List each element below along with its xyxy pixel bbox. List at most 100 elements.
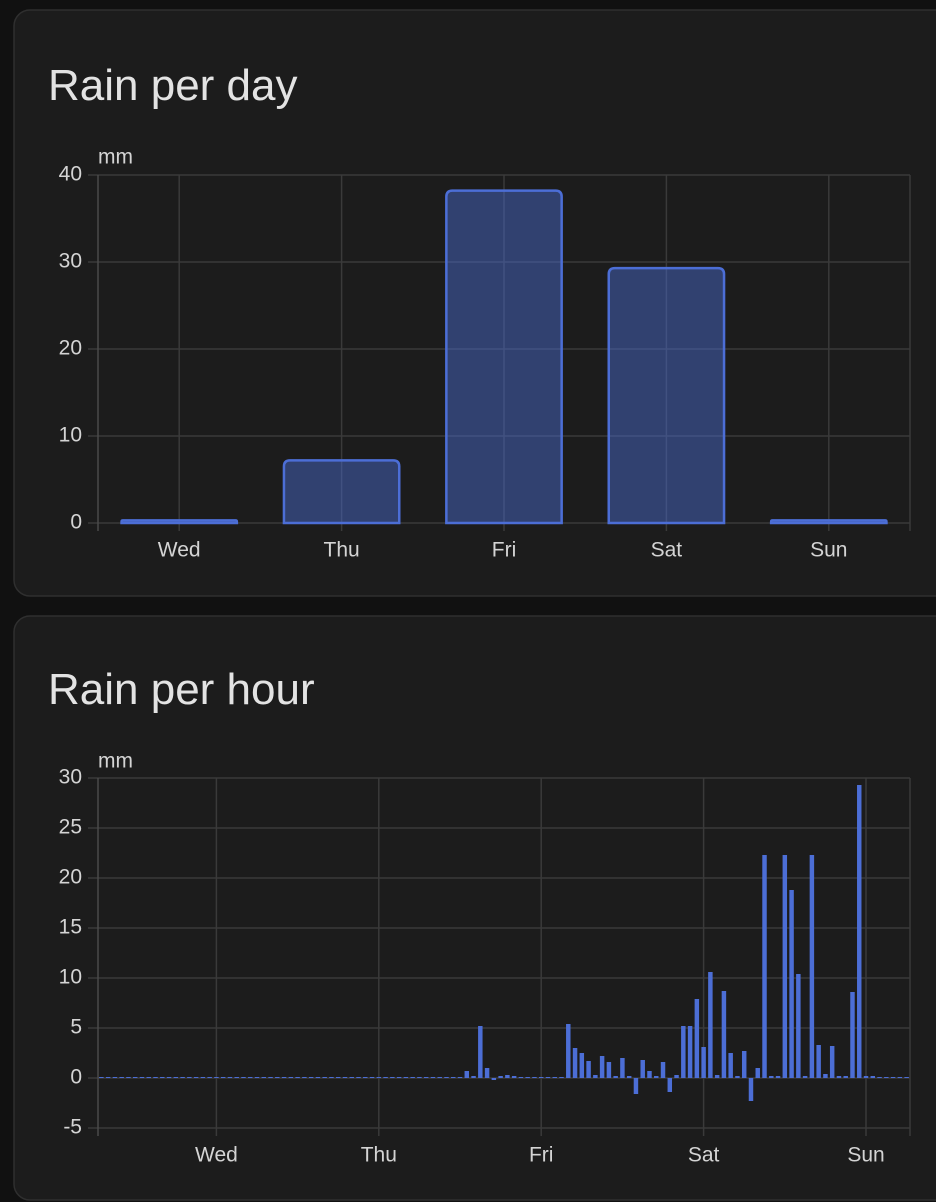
bar — [836, 1076, 842, 1078]
bar — [606, 1062, 612, 1078]
bar — [484, 1068, 490, 1078]
bar — [829, 1046, 835, 1078]
bar — [173, 1077, 179, 1078]
y-tick-label: -5 — [63, 1116, 82, 1139]
bar — [430, 1077, 436, 1078]
bar — [782, 855, 788, 1078]
bar — [626, 1076, 632, 1078]
bar — [667, 1078, 673, 1092]
bar — [153, 1077, 158, 1078]
bar — [701, 1047, 706, 1078]
bar — [538, 1077, 544, 1078]
bar — [741, 1051, 747, 1078]
x-tick-label: Sun — [847, 1144, 884, 1167]
bar — [857, 785, 862, 1078]
y-tick-label: 5 — [70, 1016, 82, 1039]
bar — [288, 1077, 294, 1078]
y-tick-label: 0 — [70, 1066, 82, 1089]
bar — [566, 1024, 571, 1078]
bar — [417, 1077, 422, 1078]
y-tick-label: 20 — [59, 337, 82, 360]
bar — [620, 1058, 625, 1078]
bar — [120, 519, 239, 525]
bar — [146, 1077, 151, 1078]
bar — [721, 991, 727, 1078]
bar — [119, 1077, 124, 1078]
bar — [769, 1076, 774, 1078]
bar — [445, 189, 563, 525]
bar — [193, 1077, 199, 1078]
bar — [545, 1077, 551, 1078]
bar — [728, 1053, 733, 1078]
bar — [572, 1048, 578, 1078]
bar — [607, 266, 726, 525]
bar — [735, 1076, 740, 1078]
x-tick-label: Fri — [492, 539, 517, 562]
chart-title: Rain per hour — [48, 665, 315, 714]
x-tick-label: Sat — [688, 1144, 720, 1167]
bar — [268, 1077, 273, 1078]
bar — [390, 1077, 395, 1078]
x-tick-label: Wed — [158, 539, 201, 562]
bar — [112, 1077, 118, 1078]
bar — [870, 1076, 876, 1078]
bar — [444, 1077, 449, 1078]
bar — [498, 1076, 503, 1078]
bar — [315, 1077, 321, 1078]
bar — [248, 1077, 253, 1078]
bar — [335, 1077, 341, 1078]
bar — [275, 1077, 280, 1078]
bar — [877, 1077, 882, 1078]
bar — [241, 1077, 246, 1078]
bar — [789, 890, 794, 1078]
bar — [139, 1077, 145, 1078]
bar — [491, 1078, 497, 1080]
bar — [599, 1056, 605, 1078]
bar — [471, 1076, 476, 1078]
bar — [505, 1075, 510, 1078]
bar — [308, 1077, 314, 1078]
bar — [816, 1045, 821, 1078]
y-unit: mm — [98, 146, 133, 169]
y-tick-label: 20 — [59, 866, 82, 889]
bar — [356, 1077, 361, 1078]
bar — [660, 1062, 666, 1078]
x-tick-label: Fri — [529, 1144, 554, 1167]
bar — [674, 1075, 679, 1078]
bar — [904, 1077, 909, 1078]
bar — [890, 1077, 896, 1078]
bar — [220, 1077, 226, 1078]
bar — [105, 1077, 111, 1078]
bar — [342, 1077, 348, 1078]
bar — [613, 1076, 618, 1078]
y-tick-label: 10 — [59, 424, 82, 447]
bar — [99, 1077, 104, 1078]
bar — [254, 1077, 260, 1078]
bar — [166, 1077, 172, 1078]
bar — [769, 519, 888, 525]
bar — [282, 459, 401, 525]
bar — [363, 1077, 368, 1078]
bar — [654, 1076, 659, 1078]
bar — [802, 1076, 808, 1078]
chart-title: Rain per day — [48, 61, 297, 110]
y-tick-label: 0 — [70, 511, 82, 534]
bar — [525, 1077, 530, 1078]
bar — [295, 1077, 300, 1078]
bar — [478, 1026, 483, 1078]
bar — [647, 1071, 652, 1078]
bar — [200, 1077, 206, 1078]
bar — [403, 1077, 409, 1078]
bar — [180, 1077, 185, 1078]
bar — [823, 1074, 828, 1078]
bar — [633, 1078, 639, 1094]
bar — [843, 1076, 848, 1078]
x-tick-label: Thu — [324, 539, 360, 562]
bar — [755, 1068, 760, 1078]
bar — [261, 1077, 267, 1078]
bar — [640, 1060, 645, 1078]
bar — [214, 1077, 219, 1078]
bar — [518, 1077, 524, 1078]
y-tick-label: 40 — [59, 163, 82, 186]
